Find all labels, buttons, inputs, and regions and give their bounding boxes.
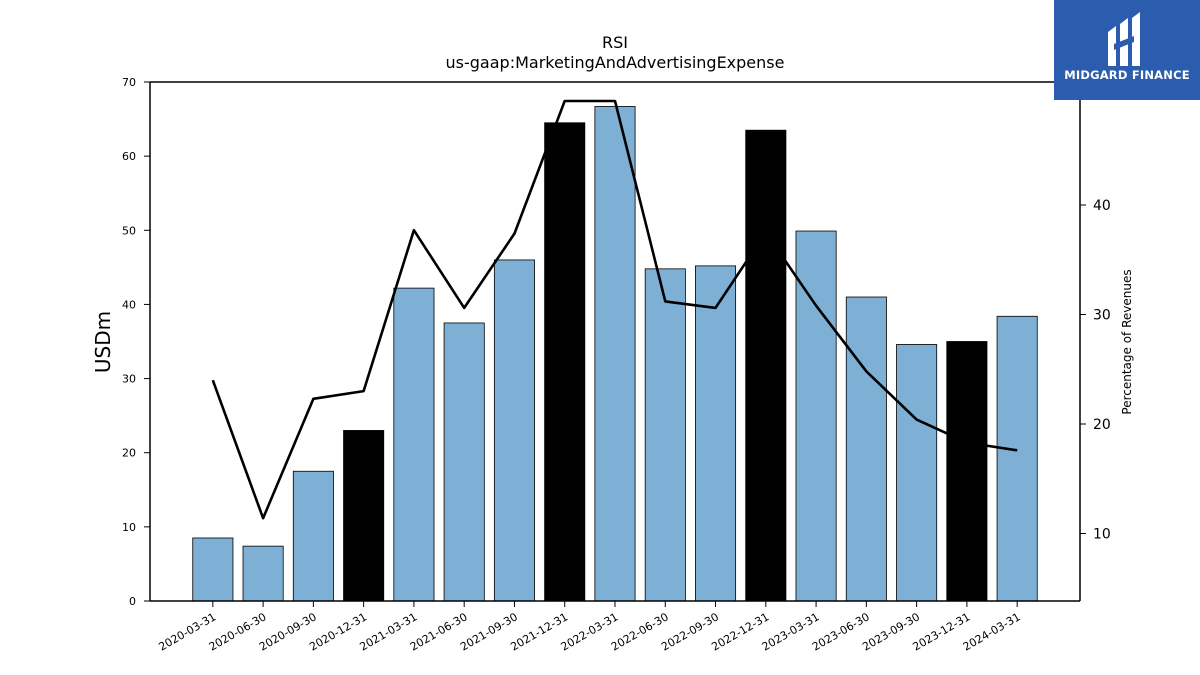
y-tick-label: 10 bbox=[122, 521, 136, 534]
y-tick-label: 60 bbox=[122, 150, 136, 163]
bar-2020-09-30 bbox=[292, 470, 334, 602]
bar-2022-06-30 bbox=[644, 268, 686, 602]
y2-tick-label: 30 bbox=[1093, 308, 1111, 324]
y-tick-label: 70 bbox=[122, 76, 136, 89]
chart-subtitle: us-gaap:MarketingAndAdvertisingExpense bbox=[446, 53, 785, 72]
bar-2023-12-31 bbox=[946, 341, 988, 602]
bar-2023-06-30 bbox=[845, 296, 887, 602]
bar-2024-03-31 bbox=[996, 315, 1038, 602]
midgard-finance-logo: MIDGARD FINANCE bbox=[1054, 0, 1200, 100]
y2-tick-label: 10 bbox=[1093, 527, 1111, 543]
logo-mark-icon bbox=[1108, 12, 1140, 66]
bar-2020-12-31 bbox=[343, 430, 385, 602]
y-tick-label: 30 bbox=[122, 373, 136, 386]
y2-tick-label: 40 bbox=[1093, 198, 1111, 214]
y-tick-label: 50 bbox=[122, 224, 136, 237]
bar-2023-09-30 bbox=[896, 344, 938, 602]
bar-2022-03-31 bbox=[594, 106, 636, 602]
bar-2021-12-31 bbox=[544, 122, 586, 602]
bar-2020-03-31 bbox=[192, 537, 234, 602]
bar-2020-06-30 bbox=[242, 545, 284, 602]
y-tick-label: 40 bbox=[122, 298, 136, 311]
y-axis-label: USDm bbox=[91, 311, 115, 373]
bar-2022-12-31 bbox=[745, 129, 787, 602]
bar-2023-03-31 bbox=[795, 230, 837, 602]
line-series bbox=[211, 99, 1018, 520]
bar-2021-06-30 bbox=[443, 322, 485, 602]
logo-text: MIDGARD FINANCE bbox=[1064, 68, 1190, 82]
x-tick-label: 2024-03-31 bbox=[961, 610, 1023, 653]
y-tick-label: 20 bbox=[122, 447, 136, 460]
y2-axis-label: Percentage of Revenues bbox=[1120, 269, 1134, 414]
y-tick-label: 0 bbox=[129, 595, 136, 608]
chart-title: RSI bbox=[602, 33, 628, 52]
bar-series bbox=[192, 106, 1038, 602]
y2-tick-label: 20 bbox=[1093, 417, 1111, 433]
bar-2021-03-31 bbox=[393, 287, 435, 602]
bar-2022-09-30 bbox=[695, 265, 737, 602]
bar-2021-09-30 bbox=[493, 259, 535, 602]
percentage-line bbox=[211, 99, 1018, 520]
